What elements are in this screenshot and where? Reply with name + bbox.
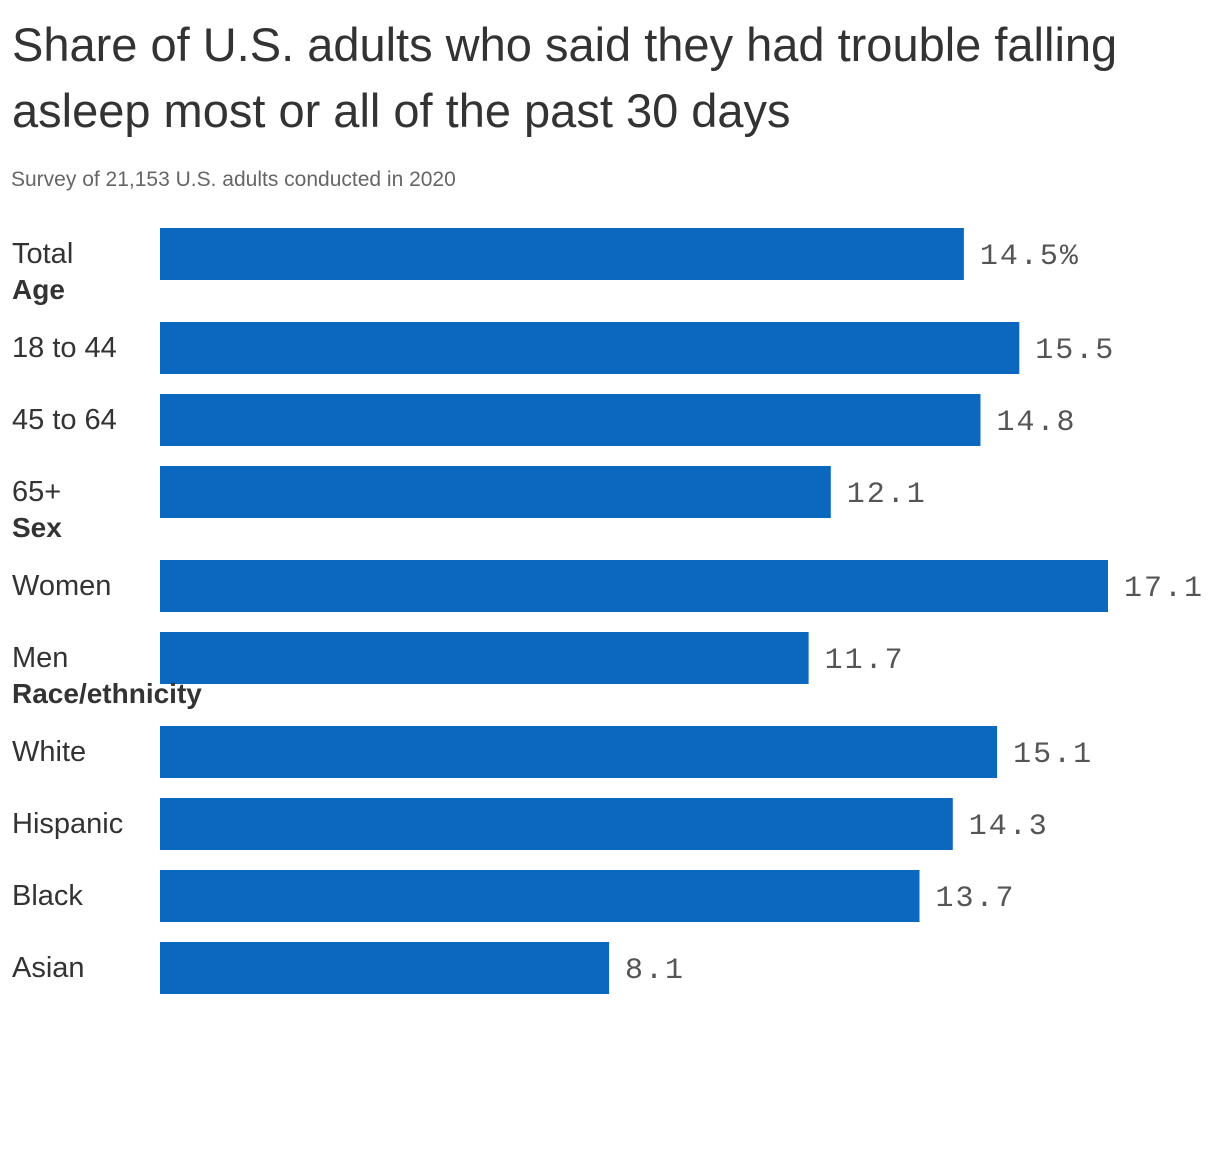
category-label-asian: Asian: [12, 952, 85, 984]
value-label-total: 14.5%: [980, 240, 1080, 274]
value-label-45-to-64: 14.8: [996, 406, 1076, 440]
bar-65: [160, 466, 831, 518]
value-label-white: 15.1: [1013, 738, 1093, 772]
value-label-hispanic: 14.3: [969, 810, 1049, 844]
value-label-18-to-44: 15.5: [1035, 334, 1115, 368]
group-label-sex: Sex: [12, 512, 62, 543]
value-label-men: 11.7: [825, 644, 905, 678]
category-label-men: Men: [12, 642, 68, 674]
bar-18-to-44: [160, 322, 1020, 374]
bar-total: [160, 228, 964, 280]
bar-asian: [160, 942, 610, 994]
bar-45-to-64: [160, 394, 981, 446]
value-label-women: 17.1: [1124, 572, 1204, 606]
category-label-45-to-64: 45 to 64: [12, 404, 117, 436]
group-label-age: Age: [12, 274, 65, 305]
value-label-black: 13.7: [936, 882, 1016, 916]
chart-title: Share of U.S. adults who said they had t…: [12, 18, 1118, 137]
category-label-black: Black: [12, 880, 83, 912]
category-label-women: Women: [12, 570, 111, 602]
bar-hispanic: [160, 798, 953, 850]
bar-women: [160, 560, 1108, 612]
bar-men: [160, 632, 809, 684]
bar-white: [160, 726, 998, 778]
category-label-65: 65+: [12, 476, 61, 508]
category-label-white: White: [12, 736, 86, 768]
category-label-18-to-44: 18 to 44: [12, 332, 117, 364]
chart-subtitle: Survey of 21,153 U.S. adults conducted i…: [11, 168, 456, 191]
category-label-total: Total: [12, 238, 73, 270]
value-label-65: 12.1: [847, 478, 927, 512]
category-label-hispanic: Hispanic: [12, 808, 123, 840]
value-label-asian: 8.1: [625, 954, 685, 988]
group-label-race-ethnicity: Race/ethnicity: [12, 678, 202, 709]
bar-black: [160, 870, 920, 922]
